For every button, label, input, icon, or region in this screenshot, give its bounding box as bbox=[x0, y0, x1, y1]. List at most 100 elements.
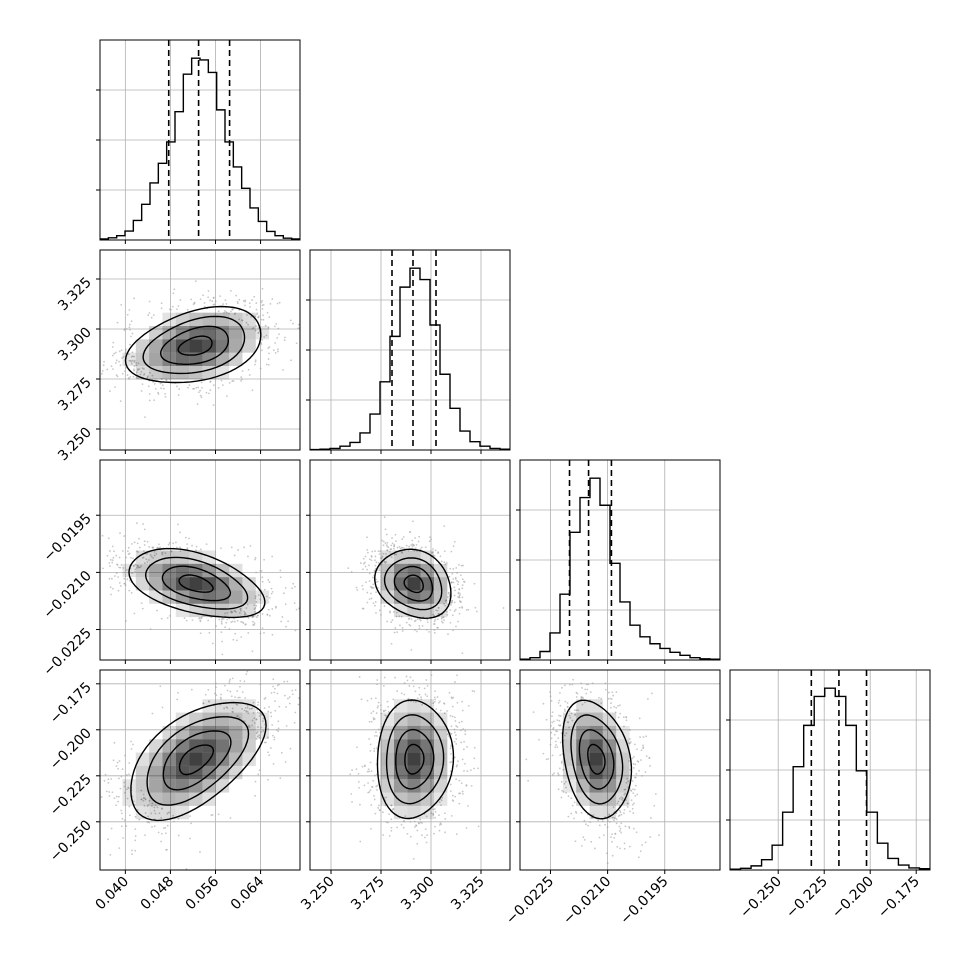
scatter-panel-1-2 bbox=[309, 459, 511, 661]
sample-point bbox=[392, 610, 395, 613]
sample-point bbox=[128, 805, 131, 808]
sample-point bbox=[176, 385, 178, 388]
sample-point bbox=[277, 727, 280, 730]
sample-point bbox=[263, 631, 265, 634]
sample-point bbox=[121, 372, 124, 375]
histogram-1 bbox=[310, 267, 510, 450]
sample-point bbox=[561, 686, 563, 689]
sample-point bbox=[373, 750, 376, 752]
sample-point bbox=[119, 400, 122, 403]
sample-point bbox=[551, 754, 554, 757]
sample-point bbox=[161, 706, 164, 709]
sample-point bbox=[226, 707, 229, 709]
density-cell bbox=[202, 765, 216, 780]
sample-point bbox=[550, 724, 552, 727]
sample-point bbox=[628, 760, 630, 762]
sample-point bbox=[614, 711, 617, 714]
sample-point bbox=[255, 738, 258, 740]
sample-point bbox=[230, 310, 232, 313]
sample-point bbox=[452, 545, 455, 548]
sample-point bbox=[135, 376, 138, 379]
sample-point bbox=[103, 360, 105, 363]
sample-point bbox=[412, 700, 415, 703]
sample-point bbox=[444, 604, 447, 607]
sample-point bbox=[107, 537, 110, 540]
sample-point bbox=[199, 619, 202, 622]
density-cell bbox=[229, 699, 243, 713]
sample-point bbox=[126, 578, 129, 581]
sample-point bbox=[446, 710, 448, 712]
sample-point bbox=[620, 822, 623, 825]
panel-frame bbox=[99, 39, 301, 241]
sample-point bbox=[251, 327, 254, 330]
sample-point bbox=[136, 566, 138, 569]
sample-point bbox=[408, 545, 411, 548]
contour-level-2 bbox=[570, 714, 624, 805]
sample-point bbox=[255, 604, 258, 607]
sample-point bbox=[147, 375, 149, 378]
sample-point bbox=[455, 567, 458, 569]
sample-point bbox=[636, 793, 639, 796]
sample-point bbox=[132, 800, 135, 803]
sample-point bbox=[412, 857, 415, 860]
sample-point bbox=[431, 551, 434, 554]
sample-point bbox=[268, 706, 270, 708]
sample-point bbox=[374, 812, 377, 815]
sample-point bbox=[116, 761, 119, 764]
sample-point bbox=[450, 725, 453, 728]
sample-point bbox=[169, 615, 171, 617]
sample-point bbox=[640, 759, 642, 761]
sample-point bbox=[402, 536, 405, 538]
sample-point bbox=[132, 375, 135, 378]
sample-point bbox=[188, 384, 191, 386]
sample-point bbox=[245, 613, 247, 616]
y-tick-label: 3.250 bbox=[55, 425, 95, 465]
sample-point bbox=[121, 812, 123, 815]
sample-point bbox=[207, 689, 210, 691]
sample-point bbox=[143, 528, 146, 531]
sample-point bbox=[384, 709, 387, 712]
sample-point bbox=[454, 681, 456, 683]
sample-point bbox=[368, 720, 371, 723]
sample-point bbox=[398, 615, 401, 618]
sample-point bbox=[462, 564, 464, 567]
sample-point bbox=[376, 679, 379, 681]
density-cell bbox=[175, 752, 190, 766]
sample-point bbox=[477, 767, 479, 770]
sample-point bbox=[589, 657, 591, 659]
sample-point bbox=[391, 619, 394, 621]
x-tick-label: 0.048 bbox=[138, 874, 178, 914]
sample-point bbox=[560, 796, 563, 799]
sample-point bbox=[409, 624, 412, 627]
sample-point bbox=[573, 801, 576, 804]
sample-point bbox=[568, 726, 570, 729]
sample-point bbox=[224, 626, 226, 629]
sample-point bbox=[430, 538, 433, 541]
density-cell bbox=[202, 725, 216, 740]
sample-point bbox=[239, 607, 242, 610]
histogram-0 bbox=[100, 57, 300, 240]
sample-point bbox=[230, 546, 233, 549]
sample-point bbox=[254, 315, 257, 318]
density-cell bbox=[149, 792, 163, 806]
sample-point bbox=[127, 376, 130, 379]
density-cell bbox=[229, 312, 243, 326]
sample-point bbox=[179, 550, 182, 552]
density-cell bbox=[407, 699, 421, 713]
sample-point bbox=[629, 810, 631, 813]
x-tick-label: 0.064 bbox=[228, 873, 268, 913]
sample-point bbox=[443, 712, 446, 715]
sample-point bbox=[606, 826, 609, 829]
sample-point bbox=[384, 542, 387, 545]
sample-point bbox=[147, 385, 150, 388]
sample-point bbox=[638, 769, 641, 772]
sample-point bbox=[260, 301, 263, 304]
sample-point bbox=[255, 302, 258, 305]
sample-point bbox=[212, 296, 215, 299]
density-cell bbox=[162, 339, 176, 353]
sample-point bbox=[267, 710, 270, 713]
sample-point bbox=[376, 735, 378, 737]
sample-point bbox=[384, 528, 387, 531]
sample-point bbox=[640, 774, 643, 777]
scatter-content bbox=[310, 670, 510, 870]
